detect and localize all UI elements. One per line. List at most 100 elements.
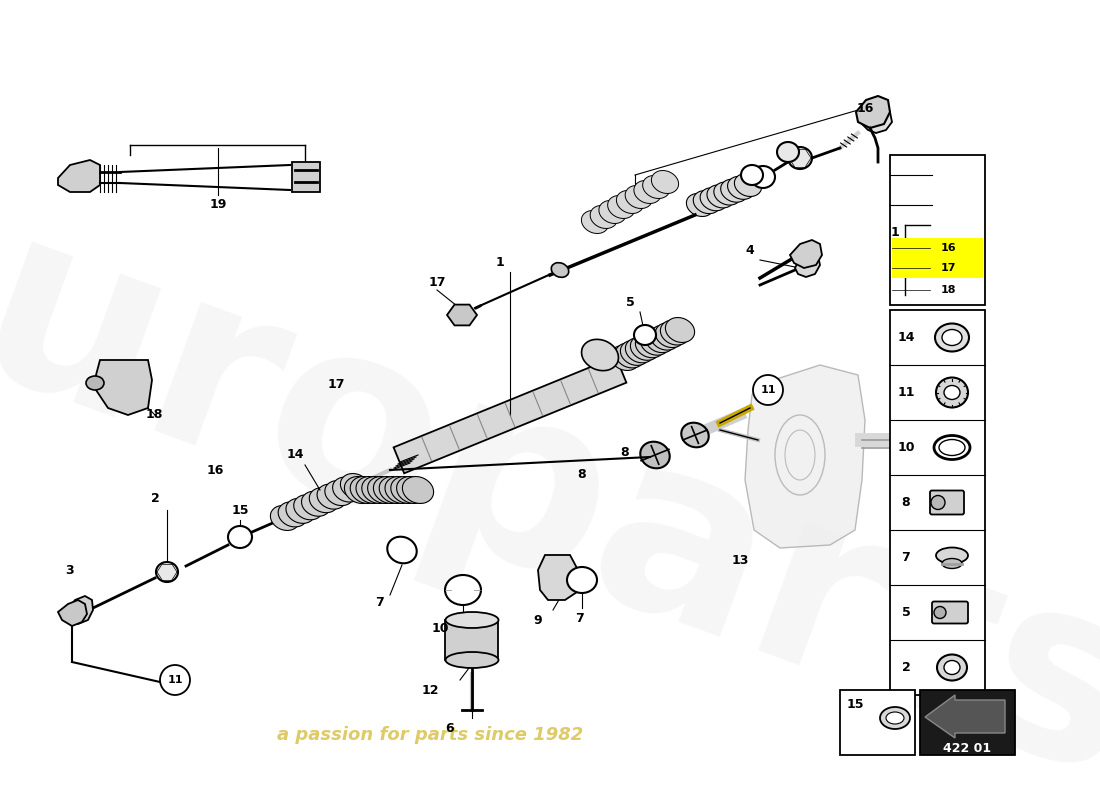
Ellipse shape	[610, 346, 639, 370]
Ellipse shape	[615, 343, 645, 368]
Text: 11: 11	[167, 675, 183, 685]
Text: 16: 16	[207, 463, 223, 477]
Circle shape	[754, 375, 783, 405]
Polygon shape	[795, 253, 820, 277]
Ellipse shape	[379, 477, 410, 503]
Text: 19: 19	[209, 198, 227, 211]
Polygon shape	[790, 240, 822, 268]
Ellipse shape	[582, 339, 618, 370]
Polygon shape	[745, 365, 865, 548]
Ellipse shape	[367, 477, 399, 503]
Ellipse shape	[944, 386, 960, 399]
Ellipse shape	[934, 435, 970, 459]
FancyBboxPatch shape	[892, 238, 983, 258]
Text: 15: 15	[231, 503, 249, 517]
Ellipse shape	[228, 526, 252, 548]
Polygon shape	[447, 305, 477, 326]
Polygon shape	[860, 108, 892, 133]
Text: 17: 17	[940, 263, 956, 273]
Ellipse shape	[271, 506, 299, 530]
Text: 5: 5	[902, 606, 911, 619]
Ellipse shape	[286, 498, 316, 523]
Text: 14: 14	[286, 449, 304, 462]
Text: 2: 2	[151, 491, 160, 505]
Ellipse shape	[788, 147, 812, 169]
Ellipse shape	[590, 206, 617, 229]
Text: 14: 14	[940, 170, 956, 180]
Ellipse shape	[625, 186, 652, 209]
FancyBboxPatch shape	[890, 310, 984, 695]
Text: 10: 10	[431, 622, 449, 634]
Ellipse shape	[626, 338, 654, 363]
Circle shape	[934, 191, 962, 219]
Polygon shape	[925, 695, 1005, 738]
Text: 14: 14	[898, 331, 915, 344]
FancyBboxPatch shape	[890, 155, 984, 305]
Ellipse shape	[650, 325, 680, 350]
Ellipse shape	[714, 182, 741, 205]
Text: 8: 8	[902, 496, 911, 509]
Ellipse shape	[397, 477, 428, 503]
Text: 2: 2	[902, 661, 911, 674]
Text: 10: 10	[898, 441, 915, 454]
Ellipse shape	[350, 477, 382, 503]
Text: 13: 13	[732, 554, 749, 566]
Text: 8: 8	[578, 469, 586, 482]
Polygon shape	[538, 555, 580, 600]
Polygon shape	[856, 96, 890, 128]
Ellipse shape	[301, 491, 331, 516]
Text: 9: 9	[534, 614, 542, 626]
Ellipse shape	[934, 606, 946, 618]
Ellipse shape	[707, 185, 734, 208]
Ellipse shape	[936, 547, 968, 563]
Text: 15: 15	[940, 200, 956, 210]
Circle shape	[160, 665, 190, 695]
Ellipse shape	[344, 477, 375, 503]
FancyBboxPatch shape	[930, 490, 964, 514]
Text: 1: 1	[496, 255, 505, 269]
Ellipse shape	[640, 330, 670, 355]
Ellipse shape	[551, 262, 569, 278]
Ellipse shape	[886, 712, 904, 724]
Ellipse shape	[640, 442, 670, 468]
Ellipse shape	[616, 190, 644, 214]
Ellipse shape	[446, 575, 481, 605]
Polygon shape	[394, 357, 626, 474]
Ellipse shape	[385, 477, 416, 503]
Ellipse shape	[598, 201, 626, 223]
Ellipse shape	[931, 437, 949, 451]
FancyBboxPatch shape	[920, 690, 1015, 755]
Ellipse shape	[387, 537, 417, 563]
Text: 7: 7	[375, 597, 384, 610]
Ellipse shape	[936, 378, 968, 407]
Ellipse shape	[651, 170, 679, 194]
Ellipse shape	[942, 558, 962, 569]
Ellipse shape	[751, 166, 776, 188]
Ellipse shape	[666, 318, 694, 342]
Ellipse shape	[634, 181, 661, 203]
Polygon shape	[96, 360, 152, 415]
Ellipse shape	[340, 474, 370, 498]
Ellipse shape	[636, 333, 664, 358]
Text: 7: 7	[902, 551, 911, 564]
Ellipse shape	[935, 323, 969, 351]
Ellipse shape	[931, 495, 945, 510]
Ellipse shape	[582, 210, 608, 234]
Ellipse shape	[937, 654, 967, 681]
Ellipse shape	[278, 502, 307, 527]
Text: 17: 17	[428, 275, 446, 289]
Ellipse shape	[777, 142, 799, 162]
Text: 11: 11	[898, 386, 915, 399]
Polygon shape	[58, 600, 87, 626]
Ellipse shape	[660, 320, 690, 345]
Text: europarts: europarts	[0, 130, 1100, 800]
Ellipse shape	[634, 325, 656, 345]
Ellipse shape	[735, 174, 761, 197]
FancyBboxPatch shape	[292, 162, 320, 192]
Ellipse shape	[630, 335, 660, 360]
Ellipse shape	[324, 481, 354, 506]
Text: 7: 7	[575, 611, 584, 625]
Text: 8: 8	[620, 446, 629, 459]
Ellipse shape	[700, 188, 727, 210]
Ellipse shape	[642, 175, 670, 198]
